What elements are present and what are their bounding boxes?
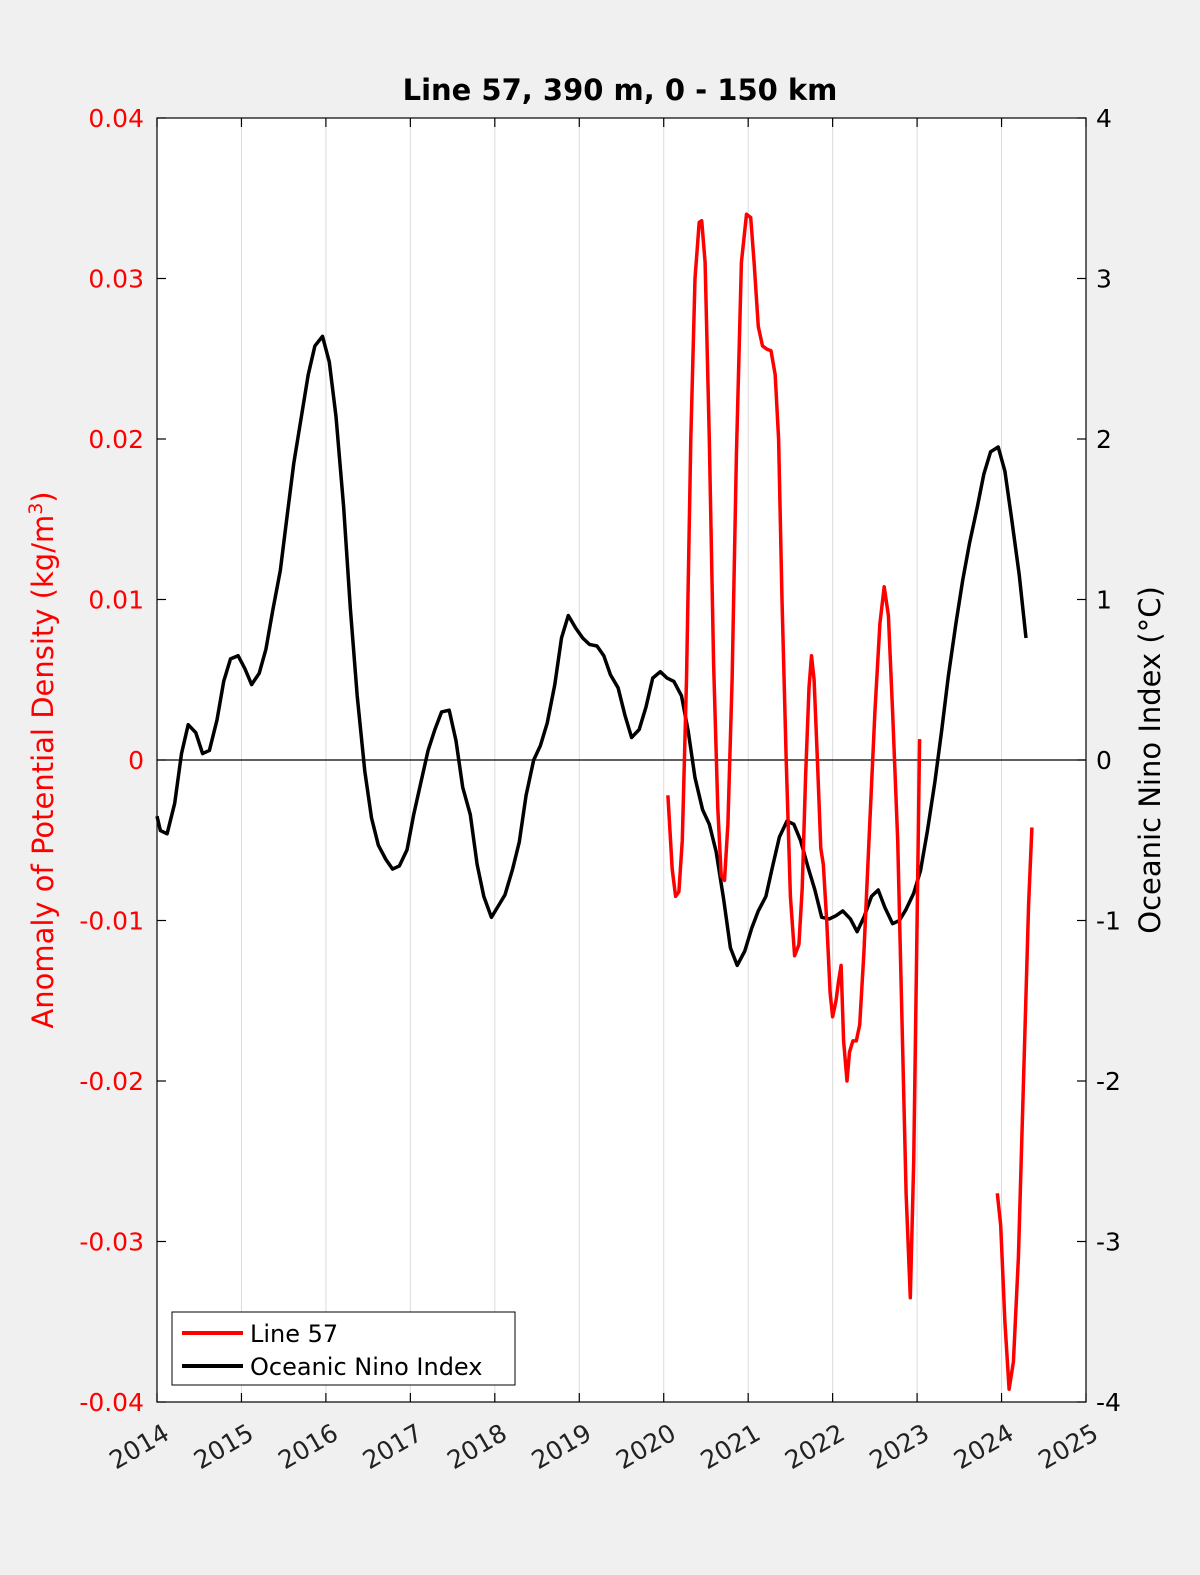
- series-oceanic-nino-index-line: [155, 334, 1028, 968]
- y-right-tick-label: -4: [1096, 1388, 1121, 1417]
- chart-title: Line 57, 390 m, 0 - 150 km: [403, 73, 838, 107]
- y-axis-left-label-text: Anomaly of Potential Density (kg/m: [26, 515, 60, 1029]
- y-axis-left: -0.04 -0.03 -0.02 -0.01 0 0.01 0.02 0.03 0.04: [79, 104, 166, 1417]
- legend-box: [171, 1311, 516, 1386]
- y-left-tick-label: -0.02: [79, 1067, 144, 1096]
- y-axis-left-label-superscript: 3: [25, 503, 47, 515]
- y-right-tick-label: -1: [1096, 907, 1121, 936]
- y-right-tick-label: -3: [1096, 1228, 1121, 1257]
- legend-label-oni: Oceanic Nino Index: [250, 1353, 482, 1381]
- y-left-tick-label: 0.03: [88, 265, 144, 294]
- y-left-tick-label: 0.04: [88, 104, 144, 133]
- y-left-tick-label: 0.02: [88, 425, 144, 454]
- series-line57-segment-2: [995, 827, 1034, 1391]
- series-layer: [155, 212, 1034, 1391]
- y-axis-right: -4 -3 -2 -1 0 1 2 3 4: [1077, 104, 1121, 1417]
- y-right-tick-label: 2: [1096, 425, 1112, 454]
- y-axis-left-label: Anomaly of Potential Density (kg/m3): [25, 491, 60, 1028]
- y-right-tick-label: -2: [1096, 1067, 1121, 1096]
- y-left-tick-label: -0.01: [79, 907, 144, 936]
- y-right-tick-label: 1: [1096, 586, 1112, 615]
- y-axis-left-label-close: ): [26, 491, 60, 502]
- y-left-tick-label: -0.04: [79, 1388, 144, 1417]
- y-left-tick-label: 0.01: [88, 586, 144, 615]
- series-line57-segment-1: [666, 212, 922, 1300]
- y-axis-right-label: Oceanic Nino Index (°C): [1133, 586, 1167, 934]
- legend-label-line57: Line 57: [250, 1320, 338, 1348]
- y-right-tick-label: 0: [1096, 746, 1112, 775]
- y-right-tick-label: 4: [1096, 104, 1112, 133]
- y-left-tick-label: -0.03: [79, 1228, 144, 1257]
- legend: Line 57 Oceanic Nino Index: [171, 1311, 516, 1386]
- y-right-tick-label: 3: [1096, 265, 1112, 294]
- y-left-tick-label: 0: [128, 746, 144, 775]
